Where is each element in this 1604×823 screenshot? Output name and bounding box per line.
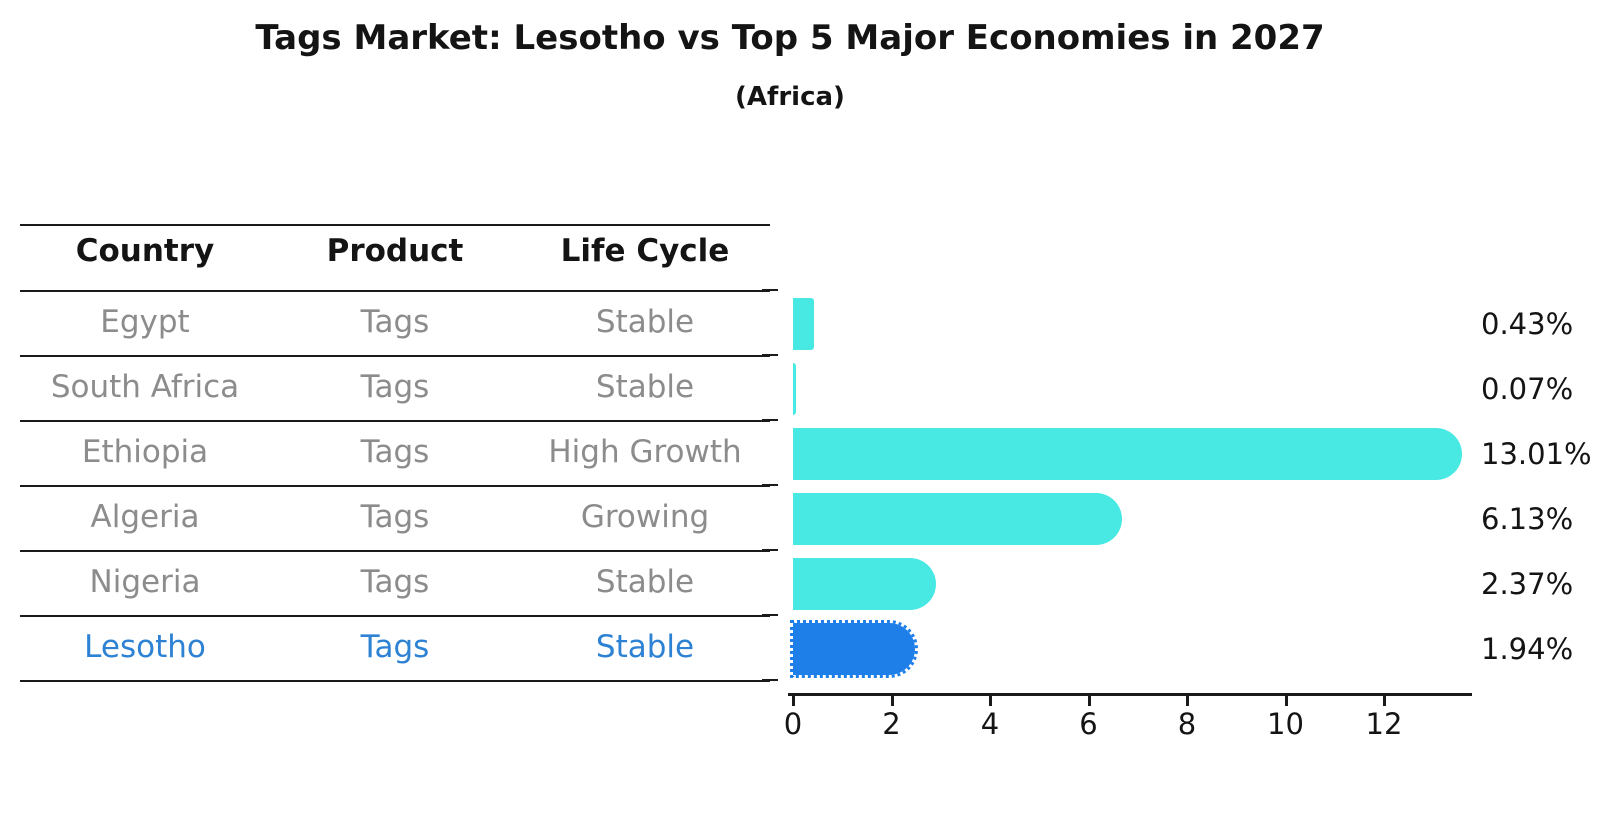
bar-value-label: 6.13% (1481, 502, 1574, 536)
table-row: South Africa Tags Stable (20, 355, 770, 420)
table-header-life-cycle: Life Cycle (560, 233, 730, 269)
bar-value-label: 1.94% (1481, 632, 1574, 666)
table-cell-life-cycle: Stable (595, 304, 695, 340)
x-axis-tick-label: 12 (1365, 707, 1403, 741)
table-cell-product: Tags (360, 629, 430, 665)
table-cell-product: Tags (360, 434, 430, 470)
x-axis-tick-label: 6 (1079, 707, 1098, 741)
bar-algeria (793, 493, 1122, 545)
y-axis-tick (762, 289, 778, 291)
bar-value-label: 2.37% (1481, 567, 1574, 601)
table-cell-country: Algeria (90, 499, 200, 535)
table-rule-4 (20, 485, 770, 487)
x-axis-tick (890, 696, 894, 706)
y-axis-tick (762, 484, 778, 486)
table-cell-country: Egypt (100, 304, 190, 340)
bar-value-label: 0.07% (1481, 372, 1574, 406)
table-rule-0 (20, 224, 770, 226)
table-cell-life-cycle: High Growth (548, 434, 742, 470)
y-axis-tick (762, 419, 778, 421)
x-axis-tick-label: 10 (1267, 707, 1304, 741)
table-cell-product: Tags (360, 564, 430, 600)
x-axis-line (788, 693, 1472, 696)
x-axis-tick (792, 696, 795, 706)
table-rule-3 (20, 420, 770, 422)
x-axis-tick-label: 4 (980, 707, 1000, 741)
table-cell-life-cycle: Stable (595, 369, 695, 405)
table-row: Egypt Tags Stable (20, 290, 770, 355)
table-cell-country: Ethiopia (81, 434, 209, 470)
bar-value-label: 13.01% (1481, 437, 1592, 471)
table-cell-product: Tags (360, 304, 430, 340)
bar-nigeria (793, 558, 936, 610)
x-axis-tick (989, 696, 992, 706)
table-cell-product: Tags (360, 369, 430, 405)
x-axis-tick-label: 8 (1177, 707, 1197, 741)
x-axis-tick (1186, 696, 1189, 706)
table-header-country: Country (75, 233, 215, 269)
bar-value-label: 0.43% (1481, 307, 1574, 341)
bar-ethiopia (793, 428, 1462, 480)
x-axis-tick (1284, 696, 1288, 706)
y-axis-tick (762, 549, 778, 551)
table-cell-country: Lesotho (84, 629, 206, 665)
bar-lesotho (790, 620, 918, 678)
table-rule-5 (20, 550, 770, 552)
page-subtitle: (Africa) (735, 82, 845, 112)
table-rule-6 (20, 615, 770, 617)
x-axis-tick (1383, 696, 1386, 706)
table-cell-country: South Africa (50, 369, 240, 405)
table-cell-life-cycle: Stable (595, 564, 695, 600)
y-axis-tick (762, 354, 778, 356)
table-cell-product: Tags (360, 499, 430, 535)
y-axis-tick (762, 679, 778, 681)
table-row: Lesotho Tags Stable (20, 615, 770, 680)
table-cell-life-cycle: Growing (580, 499, 710, 535)
table-rule-2 (20, 355, 770, 357)
table-cell-country: Nigeria (89, 564, 201, 600)
x-axis-tick-label: 0 (783, 707, 803, 741)
y-axis-tick (762, 614, 778, 616)
table-row: Nigeria Tags Stable (20, 550, 770, 615)
table-rule-1 (20, 290, 770, 292)
x-axis-tick (1087, 696, 1091, 706)
table-cell-life-cycle: Stable (595, 629, 695, 665)
table-header-product: Product (326, 233, 464, 269)
bar-egypt (793, 298, 814, 350)
x-axis-tick-label: 2 (882, 707, 901, 741)
table-row: Algeria Tags Growing (20, 485, 770, 550)
page-title: Tags Market: Lesotho vs Top 5 Major Econ… (255, 18, 1325, 58)
table-row: Ethiopia Tags High Growth (20, 420, 770, 485)
table-rule-7 (20, 680, 770, 682)
bar-south-africa (793, 363, 796, 415)
